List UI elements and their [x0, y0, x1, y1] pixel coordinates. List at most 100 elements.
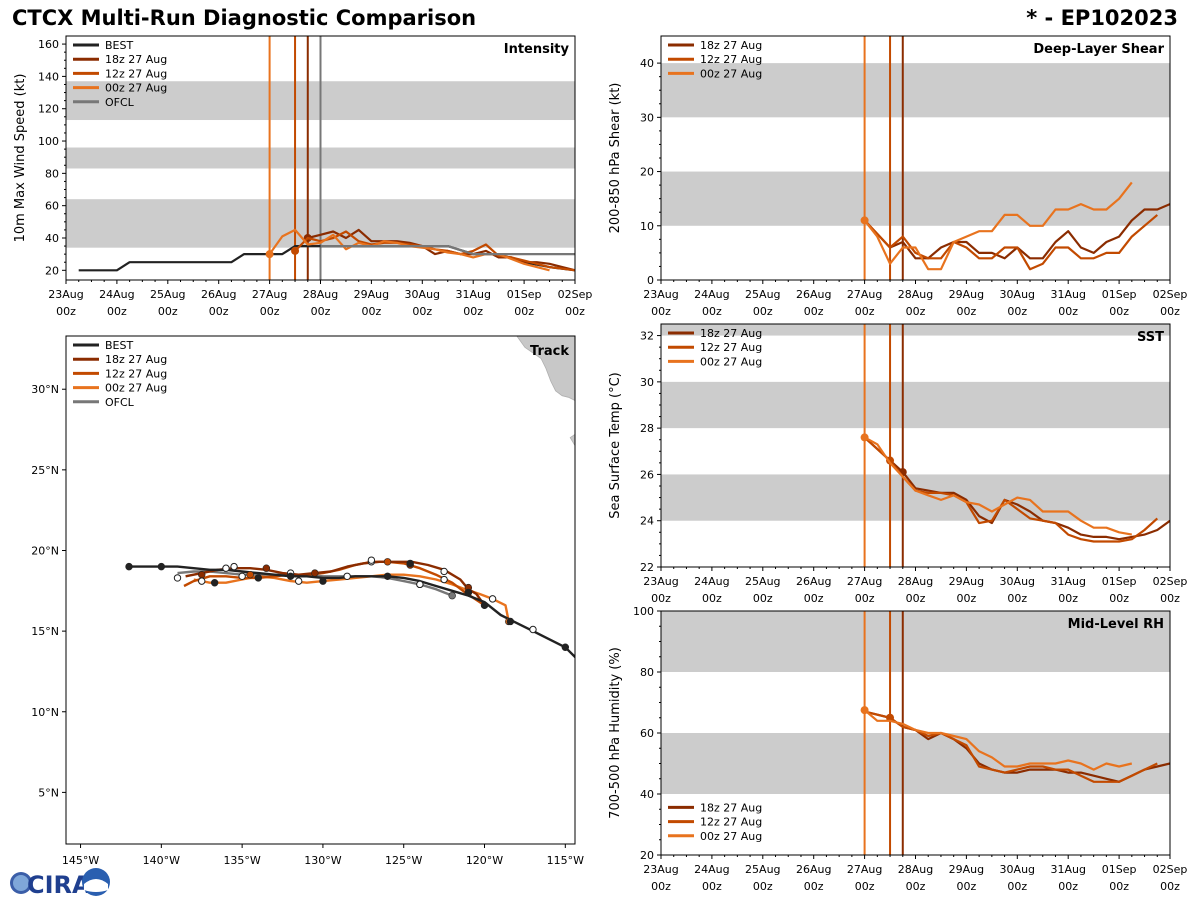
track-point-BEST	[561, 643, 570, 651]
shear-series-00z	[863, 181, 1133, 271]
sst-plot-area	[661, 324, 1170, 567]
rh-band	[661, 733, 1170, 794]
shear-legend-label: 00z 27 Aug	[700, 67, 762, 80]
intensity-xtick-sublabel: 00z	[260, 305, 280, 318]
sst-xtick-sublabel: 00z	[906, 592, 926, 605]
chart-sst: 23Aug 00z 24Aug 00z 25Aug 00z 26Aug 00z 27Aug 00z…	[608, 323, 1187, 605]
intensity-xtick-label: 30Aug	[405, 288, 440, 301]
sst-xtick-label: 31Aug	[1050, 575, 1085, 588]
track-point-BEST	[157, 562, 166, 571]
shear-xtick-label: 23Aug	[643, 288, 678, 301]
shear-series-12z	[863, 214, 1159, 271]
sst-xtick-sublabel: 00z	[1007, 592, 1027, 605]
shear-run-start-marker	[860, 216, 869, 225]
land-mass	[516, 336, 575, 401]
shear-xtick-sublabel: 00z	[1160, 305, 1180, 318]
track-point-18z	[311, 569, 319, 577]
cira-logo: CIRA	[10, 868, 110, 898]
intensity-xtick-sublabel: 00z	[311, 305, 331, 318]
chart-intensity: 23Aug 00z 24Aug 00z 25Aug 00z 26Aug 00z 27Aug 00z…	[13, 35, 593, 318]
shear-xtick-label: 26Aug	[796, 288, 831, 301]
track-xtick-label: 120°W	[466, 854, 503, 867]
track-panel-title: Track	[530, 344, 569, 359]
track-xtick-label: 135°W	[223, 854, 260, 867]
track-point-open-OFCL	[173, 574, 182, 582]
track-ytick-label: 15°N	[31, 625, 59, 638]
intensity-xtick-label: 27Aug	[252, 288, 287, 301]
rh-series-12z	[864, 710, 1158, 783]
intensity-xtick-label: 24Aug	[99, 288, 134, 301]
track-point-BEST	[125, 562, 133, 571]
track-point-open-12z	[440, 575, 448, 584]
shear-xtick-label: 02Sep	[1153, 288, 1188, 301]
rh-xtick-label: 24Aug	[694, 863, 729, 876]
sst-band	[661, 474, 1170, 521]
rh-xtick-label: 28Aug	[898, 863, 933, 876]
sst-xtick-label: 28Aug	[898, 575, 933, 588]
sst-xtick-label: 01Sep	[1102, 575, 1137, 588]
intensity-legend-label: 18z 27 Aug	[105, 53, 167, 66]
track-point-open-18z	[230, 562, 238, 571]
sst-ylabel: Sea Surface Temp (°C)	[608, 372, 623, 519]
intensity-xtick-sublabel: 00z	[412, 305, 432, 318]
shear-xtick-sublabel: 00z	[1007, 305, 1027, 318]
shear-xtick-sublabel: 00z	[957, 305, 977, 318]
shear-ytick-label: 20	[640, 166, 654, 179]
rh-xtick-sublabel: 00z	[855, 880, 875, 893]
shear-xtick-sublabel: 00z	[906, 305, 926, 318]
intensity-xtick-sublabel: 00z	[56, 305, 76, 318]
intensity-ytick-label: 100	[38, 135, 59, 148]
rh-legend-label: 00z 27 Aug	[700, 830, 762, 843]
intensity-legend-label: 12z 27 Aug	[105, 67, 167, 80]
track-point-open-BEST	[238, 572, 246, 580]
sst-run-start-marker	[860, 433, 869, 442]
track-ytick-label: 5°N	[38, 786, 59, 799]
intensity-xtick-sublabel: 00z	[362, 305, 382, 318]
shear-xtick-sublabel: 00z	[702, 305, 722, 318]
shear-panel-title: Deep-Layer Shear	[1033, 42, 1164, 57]
track-point-BEST	[406, 559, 414, 568]
intensity-ytick-label: 120	[38, 103, 59, 116]
sst-xtick-label: 25Aug	[745, 575, 780, 588]
rh-xtick-sublabel: 00z	[1058, 880, 1078, 893]
intensity-ytick-label: 160	[38, 38, 59, 51]
intensity-run-start-marker	[265, 250, 274, 259]
track-point-18z	[198, 570, 206, 579]
track-ytick-label: 25°N	[31, 464, 59, 477]
land-mass	[569, 433, 575, 447]
rh-xtick-label: 23Aug	[643, 863, 678, 876]
chart-track: 145°W 140°W 135°W 130°W 125°W 120°W 115°W 5°N 10…	[31, 335, 584, 867]
rh-plot-area	[661, 611, 1170, 855]
sst-panel-title: SST	[1137, 330, 1164, 345]
sst-legend-label: 12z 27 Aug	[700, 341, 762, 354]
track-xtick-label: 130°W	[304, 854, 341, 867]
shear-xtick-sublabel: 00z	[753, 305, 773, 318]
sst-xtick-sublabel: 00z	[855, 592, 875, 605]
track-point-open-BEST	[343, 572, 351, 580]
rh-xtick-label: 02Sep	[1153, 863, 1188, 876]
globe-inner-icon	[13, 875, 29, 891]
shear-xtick-sublabel: 00z	[804, 305, 824, 318]
sst-xtick-sublabel: 00z	[804, 592, 824, 605]
track-point-12z	[383, 558, 392, 566]
shear-xtick-sublabel: 00z	[855, 305, 875, 318]
track-point-open-BEST	[367, 556, 376, 564]
track-point-BEST	[383, 572, 392, 580]
track-point-BEST	[254, 574, 262, 582]
intensity-xtick-label: 02Sep	[558, 288, 593, 301]
figure-title: CTCX Multi-Run Diagnostic Comparison	[12, 6, 477, 30]
shear-plot-area	[661, 36, 1170, 280]
rh-xtick-sublabel: 00z	[906, 880, 926, 893]
rh-xtick-label: 30Aug	[1000, 863, 1035, 876]
shear-legend-label: 18z 27 Aug	[700, 39, 762, 52]
rh-xtick-sublabel: 00z	[702, 880, 722, 893]
intensity-xtick-sublabel: 00z	[158, 305, 178, 318]
rh-xtick-label: 26Aug	[796, 863, 831, 876]
track-point-BEST	[210, 579, 219, 587]
track-point-open-BEST	[294, 577, 303, 585]
intensity-xtick-label: 29Aug	[354, 288, 389, 301]
track-xtick-label: 125°W	[385, 854, 422, 867]
sst-series-12z	[863, 436, 1159, 543]
